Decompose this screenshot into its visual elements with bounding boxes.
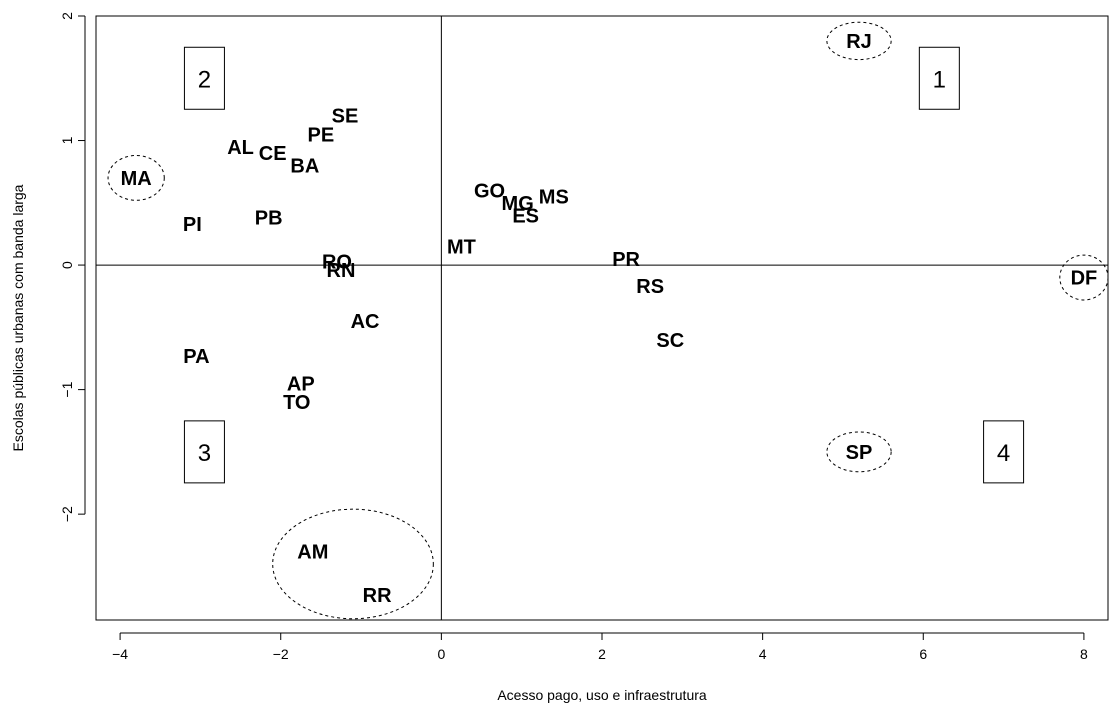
y-tick-label: −1 [59, 381, 75, 397]
point-label-es: ES [512, 205, 539, 227]
highlight-ellipse [1059, 254, 1109, 301]
quadrant-box [183, 46, 225, 110]
x-tick-label: −4 [112, 646, 128, 662]
quadrant-label: 3 [198, 440, 211, 467]
y-tick-label: 0 [59, 261, 75, 269]
point-label-go: GO [474, 180, 505, 202]
x-tick-label: 2 [598, 646, 606, 662]
point-label-df: DF [1071, 268, 1098, 290]
point-label-pr: PR [612, 249, 640, 271]
point-label-rs: RS [636, 276, 664, 298]
quadrant-box [183, 420, 225, 484]
y-axis: −2 −1 0 1 2 [59, 12, 86, 522]
highlight-ellipse [826, 431, 892, 473]
point-label-to: TO [283, 392, 310, 414]
highlight-ellipse [107, 154, 165, 201]
point-label-pe: PE [308, 124, 335, 146]
x-tick-label: 8 [1080, 646, 1088, 662]
quadrant-label: 4 [997, 440, 1010, 467]
quadrant-labels: 1 2 3 4 [183, 46, 1025, 484]
point-label-sc: SC [656, 330, 684, 352]
point-label-ba: BA [290, 155, 319, 177]
point-label-mt: MT [447, 236, 476, 258]
x-tick-label: −2 [273, 646, 289, 662]
point-label-rn: RN [327, 260, 356, 282]
quadrant-label: 1 [933, 66, 946, 93]
plot-frame [95, 15, 1109, 621]
point-label-rr: RR [363, 585, 392, 607]
x-tick-label: 0 [437, 646, 445, 662]
quadrant-box [983, 420, 1025, 484]
point-label-se: SE [332, 106, 359, 128]
x-tick-label: 4 [759, 646, 767, 662]
y-tick-label: 2 [59, 12, 75, 20]
point-label-sp: SP [846, 442, 873, 464]
point-label-ac: AC [351, 311, 380, 333]
point-label-ma: MA [121, 168, 152, 190]
point-label-rj: RJ [846, 31, 872, 53]
point-label-ms: MS [539, 187, 569, 209]
point-label-ro: RO [322, 251, 352, 273]
x-axis: −4 −2 0 2 4 6 8 [112, 632, 1088, 662]
y-tick-label: −2 [59, 506, 75, 522]
point-label-al: AL [227, 137, 254, 159]
point-label-pi: PI [183, 214, 202, 236]
highlight-ellipses [107, 21, 1109, 620]
point-label-pa: PA [183, 346, 209, 368]
x-axis-title: Acesso pago, uso e infraestrutura [497, 687, 707, 703]
y-tick-label: 1 [59, 136, 75, 144]
y-axis-title: Escolas públicas urbanas com banda larga [10, 184, 26, 451]
highlight-ellipse [826, 21, 892, 61]
point-label-am: AM [297, 542, 328, 564]
quadrant-label: 2 [198, 66, 211, 93]
quadrant-box [918, 46, 960, 110]
point-label-pb: PB [255, 208, 283, 230]
point-label-ap: AP [287, 373, 315, 395]
point-label-ce: CE [259, 143, 287, 165]
highlight-ellipse [272, 508, 434, 620]
reference-lines [96, 16, 1108, 620]
x-tick-label: 6 [919, 646, 927, 662]
point-label-mg: MG [502, 193, 534, 215]
